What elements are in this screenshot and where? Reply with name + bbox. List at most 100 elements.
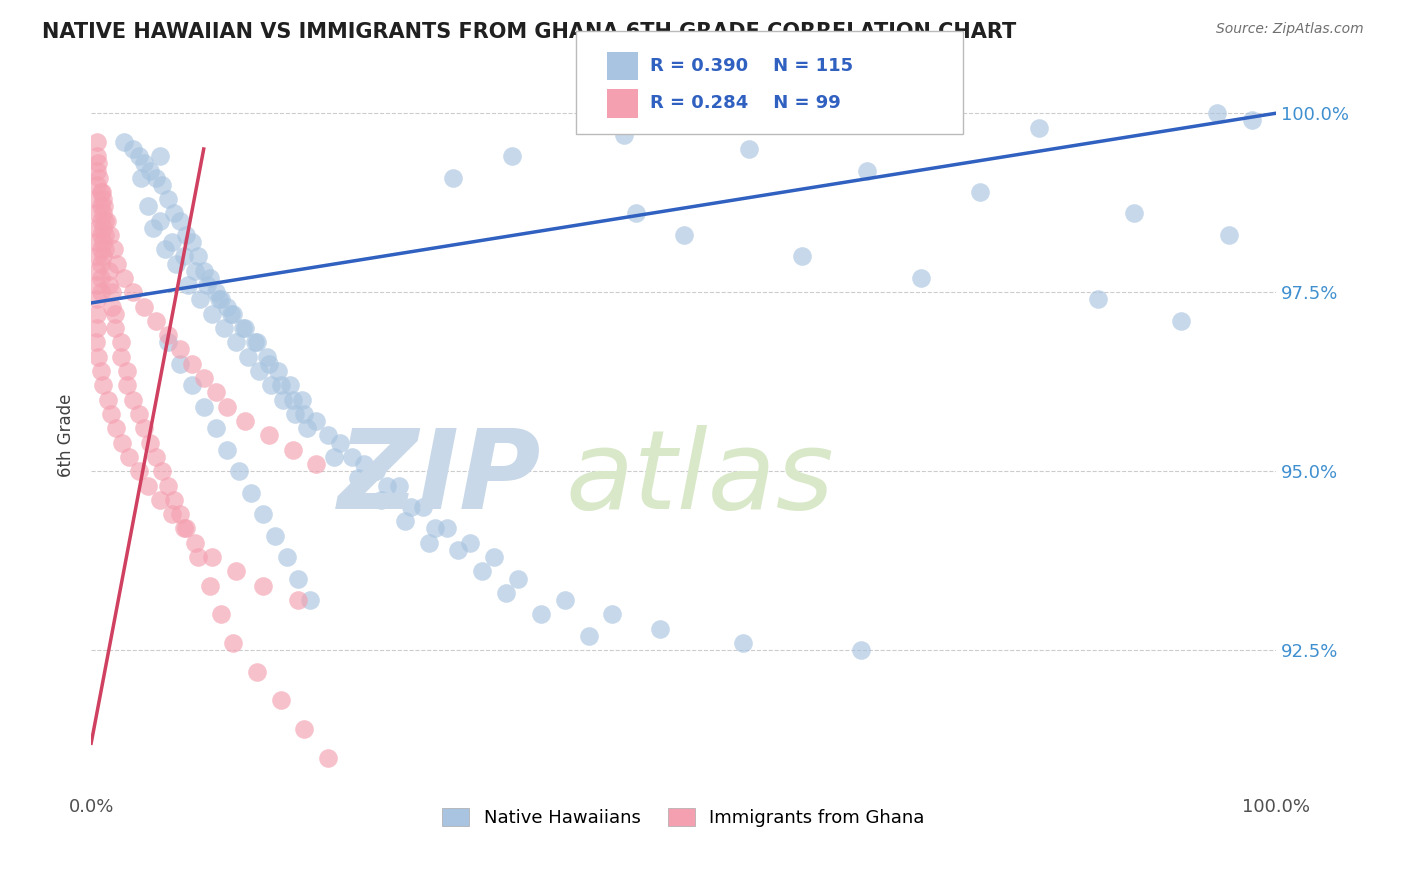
Point: [287, 593, 309, 607]
Point: [94, 213, 117, 227]
Point: [97, 264, 120, 278]
Point: [90, 199, 112, 213]
Point: [166, 256, 188, 270]
Point: [193, 371, 215, 385]
Point: [86, 321, 108, 335]
Point: [169, 357, 191, 371]
Point: [91, 235, 114, 249]
Point: [1205, 106, 1227, 120]
Point: [418, 535, 440, 549]
Point: [201, 550, 224, 565]
Point: [169, 507, 191, 521]
Point: [101, 300, 124, 314]
Point: [388, 478, 411, 492]
Point: [204, 285, 226, 300]
Point: [217, 442, 239, 457]
Point: [790, 249, 813, 263]
Point: [157, 328, 180, 343]
Point: [236, 350, 259, 364]
Point: [177, 278, 200, 293]
Point: [160, 507, 183, 521]
Point: [90, 185, 112, 199]
Point: [211, 293, 233, 307]
Point: [100, 407, 122, 421]
Point: [93, 199, 115, 213]
Point: [86, 192, 108, 206]
Point: [136, 199, 159, 213]
Point: [263, 528, 285, 542]
Point: [86, 249, 108, 263]
Point: [294, 407, 316, 421]
Point: [246, 335, 269, 350]
Point: [506, 572, 529, 586]
Point: [90, 242, 112, 256]
Point: [1028, 120, 1050, 135]
Point: [252, 507, 274, 521]
Point: [86, 149, 108, 163]
Point: [97, 278, 120, 293]
Point: [98, 227, 121, 242]
Point: [554, 593, 576, 607]
Point: [142, 220, 165, 235]
Point: [187, 249, 209, 263]
Text: atlas: atlas: [565, 425, 834, 532]
Point: [738, 142, 761, 156]
Point: [90, 185, 112, 199]
Point: [128, 149, 150, 163]
Point: [260, 378, 283, 392]
Point: [295, 421, 318, 435]
Point: [276, 550, 298, 565]
Point: [1122, 206, 1144, 220]
Point: [340, 450, 363, 464]
Point: [184, 535, 207, 549]
Point: [90, 285, 112, 300]
Point: [91, 249, 114, 263]
Point: [157, 335, 180, 350]
Point: [394, 514, 416, 528]
Point: [121, 142, 143, 156]
Point: [731, 636, 754, 650]
Point: [578, 629, 600, 643]
Point: [329, 435, 352, 450]
Point: [1170, 314, 1192, 328]
Point: [201, 307, 224, 321]
Point: [91, 220, 114, 235]
Point: [281, 442, 304, 457]
Point: [217, 300, 239, 314]
Point: [316, 750, 339, 764]
Point: [87, 350, 110, 364]
Point: [212, 321, 235, 335]
Point: [153, 242, 176, 256]
Point: [87, 156, 110, 170]
Point: [134, 300, 156, 314]
Point: [856, 163, 879, 178]
Point: [134, 156, 156, 170]
Point: [129, 170, 152, 185]
Point: [228, 464, 250, 478]
Text: NATIVE HAWAIIAN VS IMMIGRANTS FROM GHANA 6TH GRADE CORRELATION CHART: NATIVE HAWAIIAN VS IMMIGRANTS FROM GHANA…: [42, 22, 1017, 42]
Point: [86, 278, 108, 293]
Point: [495, 586, 517, 600]
Point: [86, 307, 108, 321]
Point: [105, 256, 128, 270]
Point: [174, 521, 197, 535]
Point: [530, 607, 553, 622]
Point: [118, 450, 141, 464]
Point: [278, 378, 301, 392]
Point: [441, 170, 464, 185]
Point: [412, 500, 434, 514]
Point: [501, 149, 523, 163]
Point: [104, 321, 127, 335]
Point: [157, 478, 180, 492]
Point: [217, 400, 239, 414]
Text: ZIP: ZIP: [337, 425, 541, 532]
Point: [134, 421, 156, 435]
Point: [246, 665, 269, 679]
Point: [284, 407, 307, 421]
Point: [112, 135, 135, 149]
Point: [128, 464, 150, 478]
Point: [648, 622, 671, 636]
Point: [163, 206, 186, 220]
Point: [323, 450, 346, 464]
Point: [291, 392, 314, 407]
